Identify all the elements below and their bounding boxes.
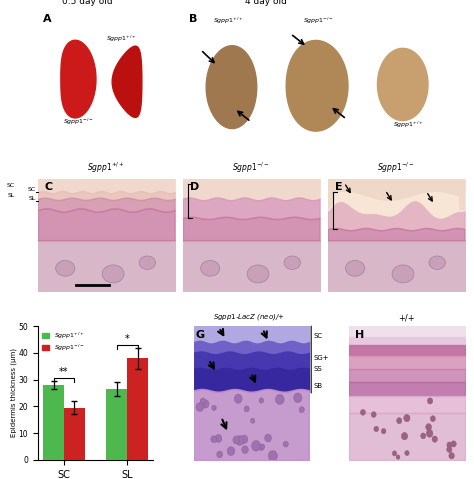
Text: SC: SC (7, 183, 15, 188)
Text: **: ** (59, 367, 69, 377)
Circle shape (392, 451, 397, 456)
Polygon shape (61, 40, 96, 118)
Text: $Sgpp1^{+/+}$: $Sgpp1^{+/+}$ (213, 15, 244, 25)
Circle shape (447, 442, 452, 448)
Circle shape (401, 433, 408, 440)
Text: G: G (196, 330, 205, 340)
Circle shape (426, 423, 431, 431)
Polygon shape (206, 46, 257, 128)
Circle shape (392, 265, 414, 283)
Circle shape (360, 410, 365, 415)
Circle shape (252, 441, 261, 451)
Circle shape (259, 398, 264, 403)
Circle shape (244, 406, 249, 412)
Bar (43, 385, 64, 460)
Circle shape (404, 414, 410, 422)
Circle shape (264, 434, 272, 442)
Circle shape (283, 441, 288, 447)
Circle shape (211, 436, 217, 443)
Polygon shape (112, 46, 142, 117)
Text: $Sgpp1^{-/-}$: $Sgpp1^{-/-}$ (63, 117, 94, 127)
Circle shape (374, 426, 379, 432)
Circle shape (284, 256, 301, 270)
Text: $Sgpp1^{+/+}$: $Sgpp1^{+/+}$ (106, 34, 137, 44)
Legend: $Sgpp1^{+/+}$, $Sgpp1^{-/-}$: $Sgpp1^{+/+}$, $Sgpp1^{-/-}$ (41, 329, 86, 354)
Circle shape (397, 418, 402, 424)
Polygon shape (286, 40, 348, 131)
Circle shape (233, 436, 240, 444)
Text: SL: SL (7, 193, 15, 198)
Circle shape (405, 450, 409, 456)
Circle shape (396, 455, 400, 459)
Circle shape (200, 398, 206, 404)
Circle shape (242, 446, 248, 454)
Text: SB: SB (313, 383, 323, 389)
Text: 4 day old: 4 day old (246, 0, 287, 6)
Circle shape (260, 444, 264, 449)
Text: $Sgpp1^{-/-}$: $Sgpp1^{-/-}$ (232, 161, 270, 175)
Circle shape (432, 436, 438, 442)
Text: *: * (125, 334, 129, 344)
Circle shape (447, 446, 452, 453)
Circle shape (202, 399, 209, 408)
Circle shape (139, 256, 155, 270)
Text: D: D (190, 182, 199, 192)
Circle shape (429, 256, 446, 270)
Circle shape (212, 405, 216, 411)
Circle shape (430, 416, 436, 422)
Text: SG+: SG+ (313, 355, 329, 361)
Circle shape (217, 451, 223, 458)
Circle shape (294, 393, 302, 402)
Circle shape (381, 428, 386, 434)
Text: A: A (43, 13, 52, 23)
Text: B: B (189, 13, 198, 23)
Circle shape (268, 451, 277, 461)
Text: E: E (335, 182, 342, 192)
Circle shape (240, 435, 248, 444)
Text: SS: SS (313, 366, 322, 372)
Circle shape (371, 412, 376, 417)
Text: $Sgpp1^{+/+}$: $Sgpp1^{+/+}$ (88, 161, 125, 175)
Bar (106, 389, 127, 460)
Circle shape (275, 394, 284, 404)
Circle shape (102, 265, 124, 283)
Circle shape (234, 394, 242, 403)
Circle shape (215, 434, 222, 443)
Text: SL: SL (28, 196, 36, 201)
Polygon shape (377, 48, 428, 121)
Text: C: C (45, 182, 53, 192)
Circle shape (56, 261, 75, 276)
Circle shape (421, 433, 426, 439)
Text: SC: SC (313, 332, 323, 339)
Circle shape (449, 453, 455, 459)
Circle shape (236, 435, 244, 445)
Bar (127, 358, 148, 460)
Text: $Sgpp1^{-/-}$: $Sgpp1^{-/-}$ (377, 161, 415, 175)
Circle shape (196, 402, 204, 411)
Circle shape (227, 447, 235, 456)
Circle shape (247, 265, 269, 283)
Text: 0.5 day old: 0.5 day old (62, 0, 113, 6)
Text: H: H (355, 330, 364, 340)
Text: $Sgpp1^{-/-}$: $Sgpp1^{-/-}$ (303, 15, 334, 25)
Circle shape (299, 407, 304, 413)
Bar (64, 408, 85, 460)
Circle shape (451, 441, 456, 447)
Text: $Sgpp1$-LacZ (neo)/+: $Sgpp1$-LacZ (neo)/+ (213, 312, 285, 322)
Circle shape (259, 445, 264, 450)
Circle shape (346, 261, 365, 276)
Circle shape (426, 430, 433, 437)
Circle shape (250, 418, 255, 423)
Text: $Sgpp1^{+/+}$: $Sgpp1^{+/+}$ (393, 120, 424, 130)
Y-axis label: Epidermis thickness (μm): Epidermis thickness (μm) (10, 349, 17, 437)
Text: SC: SC (27, 187, 36, 193)
Circle shape (201, 261, 220, 276)
Circle shape (428, 398, 433, 404)
Text: +/+: +/+ (399, 313, 415, 322)
